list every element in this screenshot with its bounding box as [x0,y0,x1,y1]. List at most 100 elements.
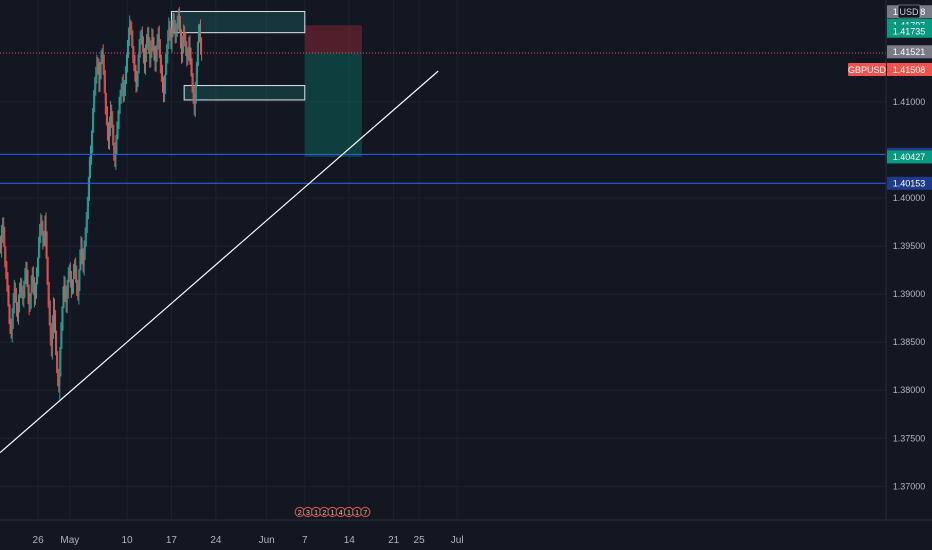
candle-body [78,279,80,295]
price-label-bg [887,24,932,38]
candle-body [17,308,18,316]
event-badge-count: 2 [322,510,326,517]
candle-body [36,276,37,290]
candle-body [183,32,184,45]
candle-body [30,285,32,299]
candle-body [20,284,22,292]
last-price-label: 1.41508 [887,63,932,76]
time-tick-label: 21 [388,535,400,546]
candle-body [64,284,66,295]
price-label-text: 1.40427 [893,152,926,162]
time-axis-ticks: 26 May 10 17 24 Jun 7 14 21 25 Jul [33,535,464,546]
symbol-label: GBPUSD [848,63,887,76]
candle-body [175,29,177,37]
price-axis[interactable] [886,0,932,520]
candle-body [79,260,81,280]
candlestick-series [0,7,203,400]
range-rectangle[interactable] [170,11,306,34]
candle-body [184,32,186,40]
candle-body [117,119,119,131]
candle-body [198,36,199,54]
candle-body [185,39,187,50]
range-rectangles[interactable] [170,11,306,101]
candle-body [41,222,43,229]
candle-body [155,53,157,64]
candle-body [137,63,139,78]
candle-body [6,270,8,283]
candle-body [104,82,106,102]
stop-loss-zone[interactable] [304,25,362,54]
candle-body [25,269,27,277]
candle-body [128,36,129,50]
event-badge-count: 7 [363,510,367,517]
take-profit-zone[interactable] [304,53,362,157]
candle-body [148,34,150,47]
candle-body [12,303,14,319]
price-tick-label: 1.37500 [893,433,926,443]
candle-body [50,332,52,347]
candle-body [108,130,109,141]
candle-body [92,121,93,141]
candle-body [171,29,173,43]
candle-body [193,94,195,107]
candle-body [1,234,2,248]
time-tick-label: 14 [344,535,356,546]
candle-body [120,90,122,98]
candle-body [23,289,25,299]
trendline[interactable] [0,70,439,454]
last-price-label-bg [887,63,932,76]
candle-body [18,303,19,316]
candle-body [180,24,181,40]
candle-body [3,225,5,239]
candle-body [86,207,88,223]
price-tick-label: 1.41000 [893,97,926,107]
event-badge[interactable] [360,506,371,518]
candle-body [68,270,70,277]
candle-body [43,236,45,242]
candle-body [57,361,59,376]
candle-body [71,279,72,290]
price-tick-label: 1.40000 [893,193,926,203]
candle-body [27,279,29,295]
candle-body [22,292,24,299]
candle-body [107,116,108,131]
event-badge-count: 1 [314,510,318,517]
candle-body [187,53,189,59]
candle-body [129,24,131,37]
price-label-bg [887,45,932,59]
time-tick-label: Jun [259,535,275,546]
candle-body [126,63,127,75]
currency-label[interactable]: USD [897,4,921,19]
candle-body [191,68,193,83]
candle-body [10,324,12,333]
candle-body [9,313,11,325]
candle-body [125,74,126,88]
candle-body [60,337,62,362]
horizontal-lines[interactable] [0,153,886,184]
candle-body [39,234,41,248]
candle-body [65,294,67,304]
candle-body [48,294,50,314]
candle-body [143,44,144,56]
short-position-tool[interactable] [304,25,362,157]
time-axis[interactable] [0,520,932,550]
candle-body [49,313,51,333]
candle-body [83,250,85,266]
candle-body [19,291,20,304]
time-tick-label: 25 [414,535,426,546]
candle-body [141,34,143,45]
candle-body [138,49,140,64]
currency-label-text: USD [899,7,919,17]
candle-body [111,111,113,122]
candle-body [156,42,158,54]
candle-body [131,29,133,40]
candle-body [177,15,179,24]
candle-body [112,121,114,136]
candle-body [164,82,165,95]
candle-body [93,101,95,122]
range-rectangle[interactable] [183,85,306,101]
candle-body [53,308,54,328]
candle-body [115,145,117,160]
